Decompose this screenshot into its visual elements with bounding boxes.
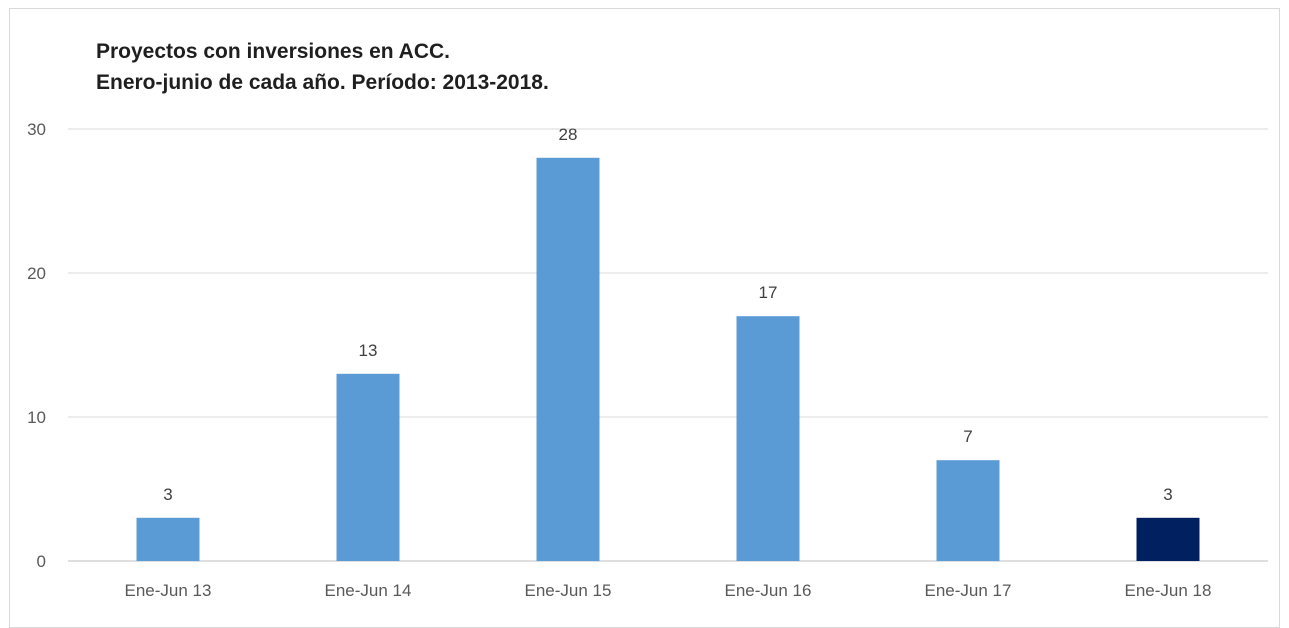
chart-title-line-1: Proyectos con inversiones en ACC. (96, 40, 450, 63)
data-label: 3 (1163, 485, 1172, 504)
y-tick-label: 0 (37, 552, 46, 571)
data-label: 7 (963, 427, 972, 446)
data-label: 28 (559, 125, 578, 144)
bar (536, 157, 600, 562)
chart-frame (9, 8, 1280, 628)
chart-title-line-2: Enero-junio de cada año. Período: 2013-2… (96, 71, 549, 94)
y-tick-label: 20 (27, 264, 46, 283)
y-tick-label: 30 (27, 120, 46, 139)
x-tick-label: Ene-Jun 14 (325, 581, 412, 600)
bar (736, 316, 800, 561)
x-tick-label: Ene-Jun 15 (525, 581, 612, 600)
x-tick-label: Ene-Jun 13 (125, 581, 212, 600)
chart-title: Proyectos con inversiones en ACC. Enero-… (96, 36, 549, 98)
x-tick-label: Ene-Jun 16 (725, 581, 812, 600)
data-label: 3 (163, 485, 172, 504)
x-tick-label: Ene-Jun 18 (1125, 581, 1212, 600)
x-tick-label: Ene-Jun 17 (925, 581, 1012, 600)
data-label: 13 (359, 341, 378, 360)
y-tick-label: 10 (27, 408, 46, 427)
bar (1136, 517, 1200, 561)
bar (936, 460, 1000, 561)
bar (136, 517, 200, 561)
data-label: 17 (759, 283, 778, 302)
bar (336, 373, 400, 561)
